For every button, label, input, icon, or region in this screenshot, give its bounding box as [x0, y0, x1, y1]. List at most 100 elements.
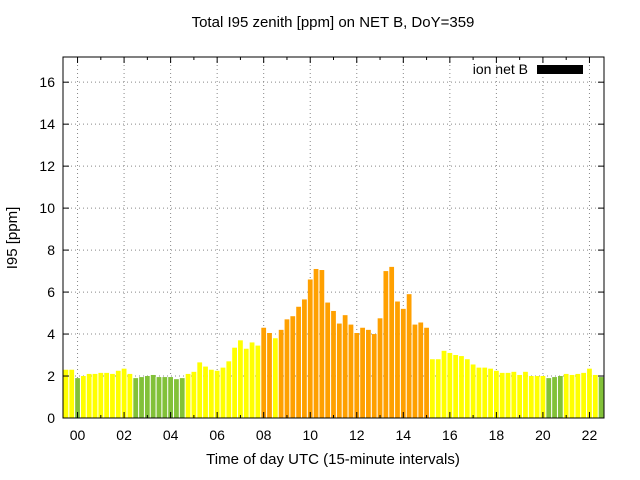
- bar: [98, 372, 104, 419]
- bar: [86, 373, 92, 418]
- y-tick-label: 16: [39, 74, 55, 90]
- bar: [552, 377, 557, 418]
- bar: [232, 347, 237, 418]
- bar: [220, 367, 226, 418]
- bar: [534, 376, 540, 418]
- x-tick-label: 18: [489, 427, 505, 443]
- bar: [331, 310, 336, 418]
- bar: [447, 352, 453, 418]
- bar: [354, 333, 360, 418]
- bar: [115, 370, 121, 418]
- y-tick-label: 4: [47, 326, 55, 342]
- y-tick-label: 12: [39, 158, 55, 174]
- legend-swatch: [537, 65, 583, 74]
- bar: [441, 350, 447, 418]
- bar: [261, 327, 267, 418]
- bar: [546, 378, 552, 418]
- bar: [592, 374, 598, 418]
- x-tick-label: 14: [396, 427, 412, 443]
- bar: [517, 374, 523, 418]
- bar: [255, 345, 261, 418]
- bar: [150, 374, 156, 418]
- x-tick-label: 06: [209, 427, 225, 443]
- bar: [336, 323, 342, 418]
- x-tick-label: 00: [70, 427, 86, 443]
- bar: [569, 374, 575, 418]
- bar: [69, 369, 75, 418]
- bar: [290, 316, 296, 418]
- bars-layer: [63, 266, 604, 419]
- bar: [464, 359, 470, 418]
- y-axis-label: I95 [ppm]: [4, 207, 21, 270]
- bar: [587, 368, 592, 418]
- bar: [528, 376, 534, 418]
- bar: [348, 324, 354, 418]
- x-tick-label: 02: [116, 427, 132, 443]
- bar: [581, 372, 587, 419]
- bar: [144, 376, 150, 418]
- bar: [557, 376, 563, 418]
- bar: [249, 342, 255, 418]
- bar: [476, 367, 482, 418]
- bar: [75, 378, 80, 418]
- x-axis-label: Time of day UTC (15-minute intervals): [206, 451, 460, 468]
- bar: [214, 370, 220, 418]
- bar: [92, 373, 98, 418]
- bar: [424, 327, 429, 418]
- bar: [459, 356, 464, 418]
- bar: [267, 333, 272, 418]
- bar: [139, 377, 144, 418]
- bar: [540, 376, 546, 418]
- bar: [430, 359, 435, 418]
- bar: [418, 322, 424, 418]
- bar: [168, 377, 173, 418]
- legend-label: ion net B: [473, 61, 528, 77]
- bar: [238, 340, 243, 418]
- bar: [307, 279, 313, 418]
- bar: [203, 366, 208, 418]
- bar: [162, 377, 168, 418]
- bar: [499, 372, 505, 419]
- y-tick-label: 10: [39, 200, 55, 216]
- bar: [104, 372, 110, 419]
- y-tick-label: 14: [39, 116, 55, 132]
- bar: [482, 367, 488, 418]
- bar: [400, 308, 406, 418]
- x-tick-label: 10: [302, 427, 318, 443]
- bar: [191, 371, 197, 418]
- chart-title: Total I95 zenith [ppm] on NET B, DoY=359: [192, 14, 475, 31]
- bar: [395, 301, 400, 418]
- bar: [156, 377, 162, 418]
- bar: [110, 373, 115, 418]
- bar: [179, 378, 185, 418]
- bar: [598, 377, 604, 418]
- bar: [563, 373, 569, 418]
- bar: [371, 334, 377, 418]
- y-tick-label: 6: [47, 284, 55, 300]
- x-tick-label: 16: [442, 427, 458, 443]
- bar: [453, 355, 459, 418]
- y-tick-label: 2: [47, 368, 55, 384]
- bar: [377, 318, 383, 418]
- bar: [302, 299, 307, 418]
- bar: [360, 327, 365, 418]
- bar: [278, 329, 284, 418]
- legend: ion net B: [473, 61, 583, 77]
- x-tick-label: 22: [582, 427, 598, 443]
- bar: [296, 306, 301, 418]
- bar: [488, 368, 493, 418]
- x-tick-label: 08: [256, 427, 272, 443]
- bar: [511, 371, 517, 418]
- grid-layer: [63, 57, 604, 418]
- x-tick-label: 04: [163, 427, 179, 443]
- bar: [243, 348, 249, 418]
- bar: [342, 315, 348, 418]
- x-tick-label: 20: [535, 427, 551, 443]
- bar: [523, 371, 528, 418]
- bar: [366, 329, 371, 418]
- bar: [197, 362, 203, 418]
- bar: [470, 364, 476, 418]
